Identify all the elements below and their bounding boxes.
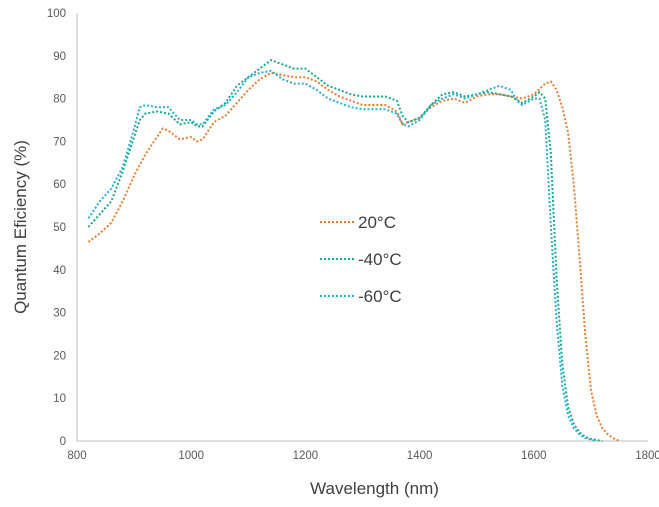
x-tick-label: 1400 bbox=[407, 450, 433, 462]
y-tick-label: 10 bbox=[53, 393, 66, 405]
y-tick-label: 80 bbox=[53, 94, 66, 106]
x-tick-label: 800 bbox=[67, 450, 86, 462]
y-tick-label: 40 bbox=[53, 265, 66, 277]
series-lines bbox=[87, 58, 620, 442]
series-line-0 bbox=[87, 71, 620, 442]
y-tick-label: 70 bbox=[53, 136, 66, 148]
legend-label: 20°C bbox=[358, 213, 396, 232]
y-tick-label: 50 bbox=[53, 222, 66, 234]
x-tick-label: 1600 bbox=[521, 450, 547, 462]
series-line-1 bbox=[87, 58, 603, 442]
series-line-2 bbox=[87, 69, 597, 442]
legend-label: -40°C bbox=[358, 250, 402, 269]
legend: 20°C -40°C -60°C bbox=[320, 213, 402, 306]
y-tick-label: 60 bbox=[53, 179, 66, 191]
axes: 0 10 20 30 40 50 60 70 80 90 100 800 1000 1200 1400 160… bbox=[47, 8, 659, 462]
y-tick-label: 20 bbox=[53, 350, 66, 362]
y-tick-label: 0 bbox=[60, 436, 66, 448]
x-tick-label: 1200 bbox=[293, 450, 319, 462]
y-axis-title: Quantum Eficiency (%) bbox=[11, 140, 30, 314]
y-tick-label: 90 bbox=[53, 51, 66, 63]
x-tick-label: 1000 bbox=[178, 450, 204, 462]
y-tick-label: 100 bbox=[47, 8, 66, 20]
x-tick-label: 1800 bbox=[635, 450, 659, 462]
legend-label: -60°C bbox=[358, 287, 402, 306]
x-axis-title: Wavelength (nm) bbox=[310, 479, 439, 498]
y-tick-label: 30 bbox=[53, 308, 66, 320]
